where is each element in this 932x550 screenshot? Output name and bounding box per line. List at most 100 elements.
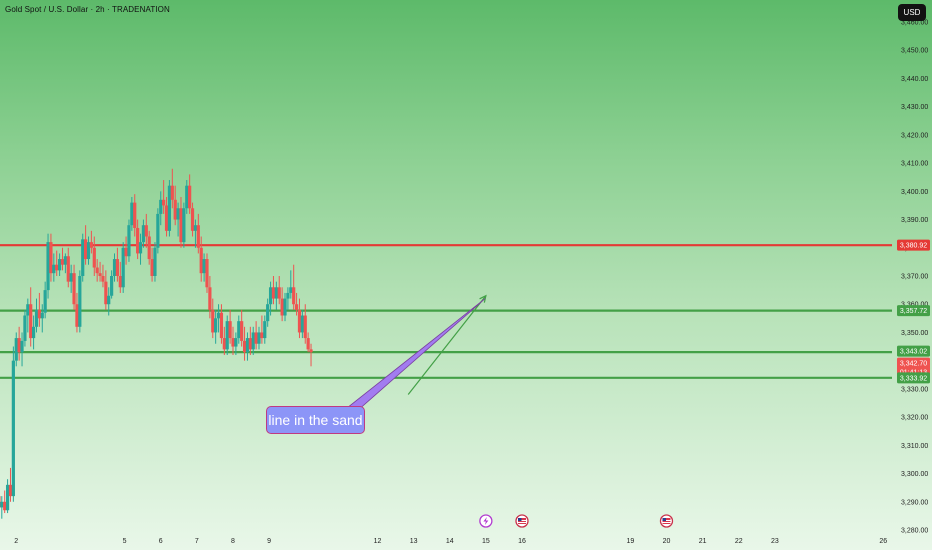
line-in-the-sand-label[interactable]: line in the sand xyxy=(266,406,365,434)
price-label-text: 3,380.92 xyxy=(900,243,927,250)
candle xyxy=(144,225,148,237)
candle xyxy=(170,185,174,200)
candle xyxy=(89,242,93,248)
candle xyxy=(245,338,250,353)
price-label-level-upper xyxy=(897,305,930,317)
candle xyxy=(104,281,108,305)
x-tick-label: 6 xyxy=(159,538,163,545)
currency-button[interactable]: USD xyxy=(898,4,926,21)
candle xyxy=(3,501,7,511)
candle xyxy=(219,312,224,339)
candle xyxy=(46,242,50,291)
candle xyxy=(306,338,310,350)
candle xyxy=(66,256,70,282)
flag-stripe-white xyxy=(662,520,671,521)
candle xyxy=(112,259,117,276)
lightning-glyph xyxy=(483,517,489,525)
candle xyxy=(63,256,67,265)
flag-canton xyxy=(517,518,522,521)
candle xyxy=(274,287,278,299)
candle xyxy=(159,199,163,214)
price-label-resistance xyxy=(897,239,930,251)
y-tick-label: 3,290.00 xyxy=(901,499,928,506)
y-tick-label: 3,330.00 xyxy=(901,386,928,393)
candle xyxy=(107,295,111,305)
candle xyxy=(26,304,30,316)
candle xyxy=(124,247,128,257)
candle xyxy=(188,185,192,209)
candle xyxy=(95,267,99,274)
candle xyxy=(231,338,235,347)
candle xyxy=(300,315,304,333)
candle xyxy=(297,309,302,333)
candle xyxy=(43,290,47,313)
candle xyxy=(127,225,131,257)
candle xyxy=(185,185,189,209)
candle xyxy=(55,264,59,271)
candle xyxy=(179,208,183,243)
candle xyxy=(78,276,82,327)
y-tick-label: 3,430.00 xyxy=(901,104,928,111)
candle xyxy=(69,273,73,282)
price-label-text: 3,343.02 xyxy=(900,349,927,356)
x-tick-label: 26 xyxy=(879,538,887,545)
candle xyxy=(52,264,56,274)
candle xyxy=(75,304,79,327)
candle xyxy=(196,225,200,248)
candle xyxy=(147,236,151,260)
candle xyxy=(167,185,172,231)
y-tick-label: 3,400.00 xyxy=(901,189,928,196)
candle xyxy=(242,340,247,353)
candle xyxy=(72,273,76,305)
y-tick-label: 3,310.00 xyxy=(901,443,928,450)
candle xyxy=(5,484,10,511)
candle xyxy=(294,304,299,310)
candle xyxy=(29,304,33,339)
candle xyxy=(17,338,21,353)
y-tick-label: 3,420.00 xyxy=(901,132,928,139)
x-tick-label: 13 xyxy=(410,538,418,545)
candle xyxy=(205,259,209,288)
candle xyxy=(138,242,143,254)
candle xyxy=(110,276,114,296)
candle xyxy=(37,309,41,319)
candle xyxy=(115,259,120,276)
candle xyxy=(225,321,229,350)
candle xyxy=(20,340,24,353)
candle xyxy=(257,332,261,344)
candle xyxy=(40,312,44,319)
candle xyxy=(234,338,238,347)
candle xyxy=(211,309,215,333)
x-tick-label: 8 xyxy=(231,538,235,545)
candle xyxy=(240,321,244,341)
candle xyxy=(86,242,91,260)
candle xyxy=(49,242,53,274)
y-tick-label: 3,320.00 xyxy=(901,415,928,422)
candle xyxy=(303,315,307,339)
candle xyxy=(60,259,65,265)
candle xyxy=(228,321,232,339)
candle xyxy=(292,287,296,305)
x-tick-label: 14 xyxy=(446,538,454,545)
candle xyxy=(0,501,4,508)
candle xyxy=(58,259,62,271)
candle xyxy=(216,312,221,319)
candle xyxy=(11,360,15,497)
y-tick-label: 3,410.00 xyxy=(901,161,928,168)
price-label-text: 3,357.72 xyxy=(900,308,927,315)
price-label-text: 3,342.70 xyxy=(900,361,927,368)
candle xyxy=(8,484,13,497)
candle xyxy=(133,202,137,229)
candle xyxy=(283,298,287,316)
flag-stripe-white xyxy=(517,522,526,523)
candle xyxy=(214,318,218,333)
candle xyxy=(277,287,281,299)
flag-stripe-white xyxy=(517,520,526,521)
candle xyxy=(84,239,88,260)
symbol-title: Gold Spot / U.S. Dollar · 2h · TRADENATI… xyxy=(5,5,170,14)
candle xyxy=(150,259,154,276)
candle xyxy=(263,321,267,339)
candle xyxy=(121,247,125,288)
